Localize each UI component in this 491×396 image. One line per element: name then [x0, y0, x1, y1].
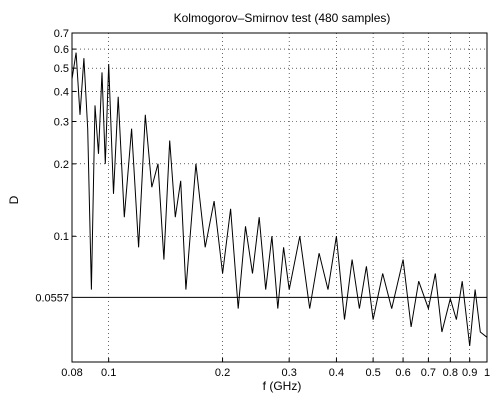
- y-tick-label: 0.2: [54, 159, 69, 171]
- plot-frame: [71, 32, 488, 363]
- y-tick-label: 0.7: [54, 28, 69, 40]
- x-tick-label: 0.7: [421, 367, 436, 379]
- y-tick-label: 0.4: [54, 86, 69, 98]
- x-axis-ticks: 0.08 0.1 0.2 0.3 0.4 0.5 0.6 0.7 0.8 0.9 1: [61, 358, 490, 379]
- chart-title: Kolmogorov–Smirnov test (480 samples): [174, 11, 391, 25]
- x-tick-label: 0.2: [215, 367, 230, 379]
- x-tick-label: 0.3: [282, 367, 297, 379]
- x-tick-label: 0.9: [462, 367, 477, 379]
- x-tick-label: 0.8: [443, 367, 458, 379]
- grid-lines: [72, 33, 487, 362]
- series-line: [71, 52, 488, 346]
- y-tick-label: 0.6: [54, 44, 69, 56]
- y-tick-label: 0.1: [54, 231, 69, 243]
- x-tick-label: 0.08: [61, 367, 82, 379]
- x-tick-label: 0.5: [365, 367, 380, 379]
- y-axis-ticks: 0.1 0.2 0.3 0.4 0.5 0.6 0.7: [54, 28, 76, 243]
- x-tick-label: 0.4: [329, 367, 344, 379]
- y-tick-label: 0.3: [54, 116, 69, 128]
- x-tick-label: 1: [484, 367, 490, 379]
- y-axis-label: D: [7, 195, 21, 204]
- threshold-label: 0.0557: [35, 292, 69, 304]
- y-tick-label: 0.5: [54, 63, 69, 75]
- x-tick-label: 0.6: [395, 367, 410, 379]
- x-tick-label: 0.1: [101, 367, 116, 379]
- x-axis-label: f (GHz): [263, 379, 302, 393]
